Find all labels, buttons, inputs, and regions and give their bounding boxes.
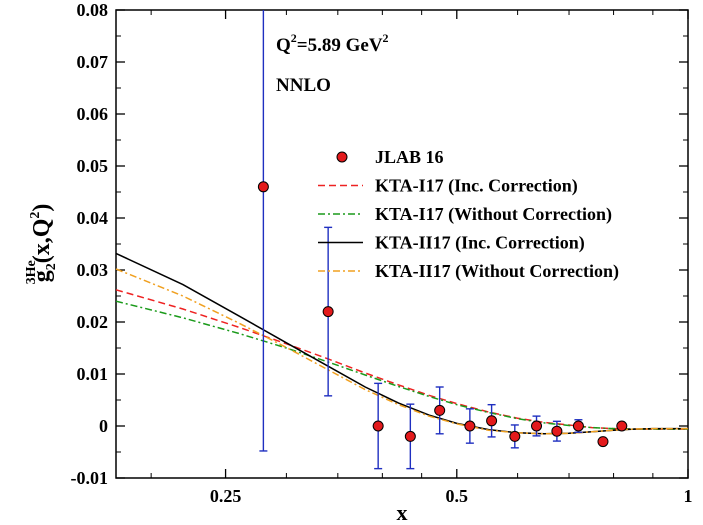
data-point <box>531 420 543 432</box>
x-tick-label: 0.25 <box>210 486 242 506</box>
data-point <box>572 420 584 432</box>
x-axis: 0.25 0.5 1 <box>150 10 693 506</box>
y-tick-label: 0.02 <box>77 312 109 332</box>
data-point <box>372 420 384 432</box>
y-label-sub: 2 <box>44 263 59 270</box>
y-label-base: g <box>29 270 55 282</box>
data-point <box>434 404 446 416</box>
y-label-args-sup: 2 <box>28 212 43 219</box>
legend-label-1: KTA-I17 (Inc. Correction) <box>375 176 578 197</box>
legend-label-4: KTA-II17 (Without Correction) <box>375 261 619 282</box>
x-tick-label: 1 <box>684 486 693 506</box>
y-axis-label: 3Heg2(x,Q2) <box>24 204 59 285</box>
data-point <box>509 430 521 442</box>
series-lines <box>115 252 688 435</box>
y-tick-label: 0.06 <box>77 104 109 124</box>
data-point <box>464 420 476 432</box>
y-tick-label: 0.01 <box>77 364 109 384</box>
y-tick-label: 0.04 <box>77 208 109 228</box>
y-label-presup: 3 <box>24 277 39 284</box>
x-axis-label: x <box>397 500 408 525</box>
data-point <box>486 415 498 427</box>
x-tick-label: 0.5 <box>446 486 469 506</box>
data-point <box>257 181 269 193</box>
legend-label-jlab: JLAB 16 <box>375 147 444 167</box>
legend-marker-jlab <box>336 151 348 163</box>
y-tick-label: 0.05 <box>77 156 109 176</box>
y-tick-label: 0.07 <box>77 52 109 72</box>
data-point <box>404 430 416 442</box>
y-tick-label: 0.03 <box>77 260 109 280</box>
legend: JLAB 16 KTA-I17 (Inc. Correction) KTA-I17 … <box>318 147 619 282</box>
data-point <box>597 436 609 448</box>
legend-label-3: KTA-II17 (Inc. Correction) <box>375 233 585 254</box>
series-line-2 <box>115 300 688 430</box>
order-annotation: NNLO <box>276 75 331 96</box>
y-label-args: (x,Q <box>29 219 55 264</box>
series-line-4 <box>115 268 688 435</box>
legend-label-2: KTA-I17 (Without Correction) <box>375 204 612 225</box>
y-tick-label: 0 <box>99 416 108 436</box>
data-point <box>322 306 334 318</box>
y-label-sup: He <box>24 260 39 277</box>
data-points <box>257 181 628 448</box>
y-tick-label: -0.01 <box>71 468 109 488</box>
y-tick-label: 0.08 <box>77 0 109 20</box>
data-point <box>616 420 628 432</box>
y-label-args-close: ) <box>29 204 55 212</box>
q2-annotation: Q2=5.89 GeV2 <box>276 31 389 56</box>
series-line-1 <box>115 289 688 430</box>
data-point <box>551 425 563 437</box>
